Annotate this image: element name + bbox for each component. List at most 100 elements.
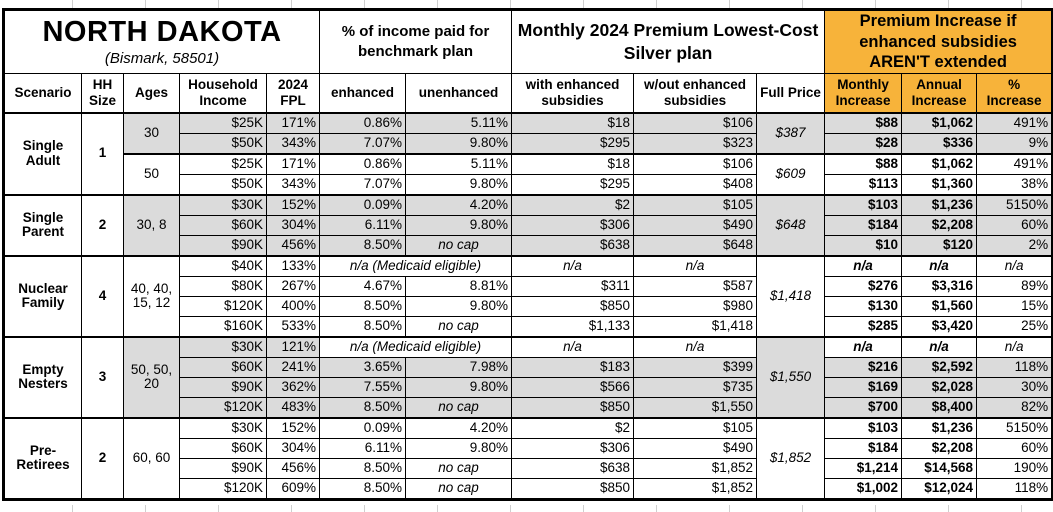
table-cell: n/a bbox=[633, 254, 758, 277]
table-cell: $106 bbox=[633, 111, 758, 134]
table-cell: $587 bbox=[633, 275, 758, 297]
state-subtitle: (Bismark, 58501) bbox=[104, 49, 220, 67]
table-cell: 9.80% bbox=[405, 132, 513, 155]
table-cell: $700 bbox=[824, 396, 903, 419]
table-cell: 15% bbox=[976, 295, 1053, 317]
table-cell: $306 bbox=[511, 437, 635, 459]
table-cell: $1,236 bbox=[901, 416, 978, 439]
col-header-household-income: Household Income bbox=[179, 72, 267, 114]
table-cell: 456% bbox=[265, 234, 321, 257]
group-header-premium: Monthly 2024 Premium Lowest-Cost Silver … bbox=[511, 9, 826, 74]
table-cell: $30K bbox=[179, 193, 267, 216]
table-cell: 190% bbox=[976, 457, 1053, 479]
table-cell: 5.11% bbox=[405, 152, 513, 175]
table-cell: 8.50% bbox=[319, 477, 407, 500]
premium-comparison-table: NORTH DAKOTA (Bismark, 58501)% of income … bbox=[2, 8, 1053, 501]
table-cell: $285 bbox=[824, 315, 903, 338]
table-cell: 9.80% bbox=[405, 214, 513, 236]
table-cell: 343% bbox=[265, 173, 321, 196]
medicaid-note: n/a (Medicaid eligible) bbox=[319, 254, 513, 277]
table-cell: $306 bbox=[511, 214, 635, 236]
table-cell: $8,400 bbox=[901, 396, 978, 419]
table-cell: $1,062 bbox=[901, 152, 978, 175]
table-cell: 400% bbox=[265, 295, 321, 317]
table-cell: 241% bbox=[265, 356, 321, 378]
table-cell: $2,028 bbox=[901, 376, 978, 398]
table-cell: $295 bbox=[511, 132, 635, 155]
table-cell: 4.67% bbox=[319, 275, 407, 297]
table-cell: $60K bbox=[179, 437, 267, 459]
table-cell: $980 bbox=[633, 295, 758, 317]
table-cell: n/a bbox=[511, 254, 635, 277]
table-cell: $323 bbox=[633, 132, 758, 155]
table-cell: $1,002 bbox=[824, 477, 903, 500]
table-cell: $25K bbox=[179, 111, 267, 134]
table-cell: $12,024 bbox=[901, 477, 978, 500]
table-cell: $1,360 bbox=[901, 173, 978, 196]
hh-size-value: 1 bbox=[81, 111, 124, 196]
table-cell: 4.20% bbox=[405, 193, 513, 216]
table-cell: $40K bbox=[179, 254, 267, 277]
table-cell: 8.50% bbox=[319, 396, 407, 419]
table-cell: $106 bbox=[633, 152, 758, 175]
hh-size-value: 2 bbox=[81, 193, 124, 257]
table-cell: $25K bbox=[179, 152, 267, 175]
table-cell: no cap bbox=[405, 315, 513, 338]
table-cell: $60K bbox=[179, 214, 267, 236]
full-price-value: $609 bbox=[756, 152, 826, 196]
table-cell: 7.07% bbox=[319, 173, 407, 196]
table-cell: $850 bbox=[511, 295, 635, 317]
table-cell: 5.11% bbox=[405, 111, 513, 134]
table-cell: $184 bbox=[824, 214, 903, 236]
col-header-without-subsidies: w/out enhanced subsidies bbox=[633, 72, 758, 114]
table-cell: $184 bbox=[824, 437, 903, 459]
col-header-annual-increase: Annual Increase bbox=[901, 72, 978, 114]
table-cell: $80K bbox=[179, 275, 267, 297]
ages-value: 50, 50, 20 bbox=[123, 335, 180, 419]
table-cell: 2% bbox=[976, 234, 1053, 257]
table-cell: $490 bbox=[633, 437, 758, 459]
table-cell: $113 bbox=[824, 173, 903, 196]
table-cell: $14,568 bbox=[901, 457, 978, 479]
table-cell: $2,592 bbox=[901, 356, 978, 378]
table-cell: $120 bbox=[901, 234, 978, 257]
table-cell: $295 bbox=[511, 173, 635, 196]
table-cell: no cap bbox=[405, 396, 513, 419]
table-cell: 171% bbox=[265, 152, 321, 175]
table-cell: $120K bbox=[179, 396, 267, 419]
table-cell: n/a bbox=[633, 335, 758, 358]
table-cell: $105 bbox=[633, 416, 758, 439]
ages-value: 60, 60 bbox=[123, 416, 180, 500]
table-cell: 9.80% bbox=[405, 173, 513, 196]
scenario-label: Single Adult bbox=[3, 111, 82, 196]
table-cell: n/a bbox=[824, 254, 903, 277]
table-cell: 491% bbox=[976, 111, 1053, 134]
table-cell: $88 bbox=[824, 111, 903, 134]
table-cell: $3,316 bbox=[901, 275, 978, 297]
table-cell: $60K bbox=[179, 356, 267, 378]
table-cell: $850 bbox=[511, 396, 635, 419]
table-cell: $30K bbox=[179, 335, 267, 358]
table-cell: 8.50% bbox=[319, 457, 407, 479]
table-cell: $408 bbox=[633, 173, 758, 196]
spreadsheet-gridlines-top bbox=[0, 0, 1053, 8]
table-cell: $169 bbox=[824, 376, 903, 398]
col-header-with-subsidies: with enhanced subsidies bbox=[511, 72, 635, 114]
scenario-label: Nuclear Family bbox=[3, 254, 82, 338]
table-cell: 0.86% bbox=[319, 152, 407, 175]
table-cell: $336 bbox=[901, 132, 978, 155]
table-cell: 82% bbox=[976, 396, 1053, 419]
table-cell: 6.11% bbox=[319, 437, 407, 459]
table-cell: $105 bbox=[633, 193, 758, 216]
table-cell: $90K bbox=[179, 457, 267, 479]
table-cell: $850 bbox=[511, 477, 635, 500]
table-cell: 8.50% bbox=[319, 295, 407, 317]
table-cell: $735 bbox=[633, 376, 758, 398]
table-cell: 60% bbox=[976, 214, 1053, 236]
table-cell: n/a bbox=[901, 254, 978, 277]
table-cell: $2,208 bbox=[901, 214, 978, 236]
hh-size-value: 2 bbox=[81, 416, 124, 500]
col-header-monthly-increase: Monthly Increase bbox=[824, 72, 903, 114]
col-header-pct-increase: % Increase bbox=[976, 72, 1053, 114]
table-cell: $399 bbox=[633, 356, 758, 378]
